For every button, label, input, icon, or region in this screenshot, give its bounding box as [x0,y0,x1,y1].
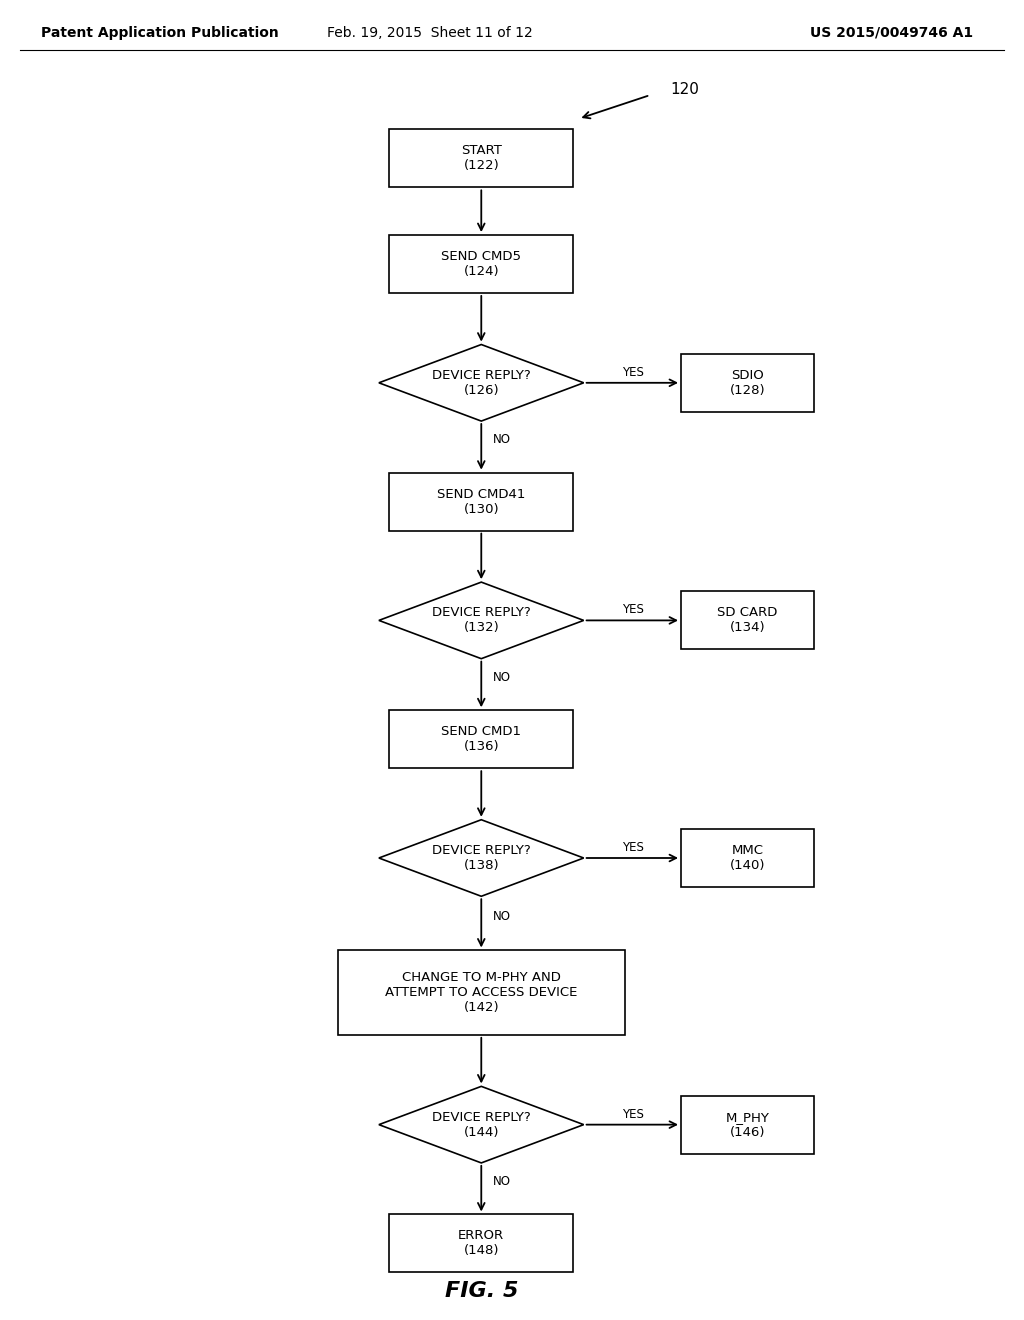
Text: SEND CMD5
(124): SEND CMD5 (124) [441,249,521,279]
Text: DEVICE REPLY?
(138): DEVICE REPLY? (138) [432,843,530,873]
Text: CHANGE TO M-PHY AND
ATTEMPT TO ACCESS DEVICE
(142): CHANGE TO M-PHY AND ATTEMPT TO ACCESS DE… [385,972,578,1014]
FancyBboxPatch shape [389,129,573,187]
Text: YES: YES [622,841,644,854]
Text: SDIO
(128): SDIO (128) [730,368,765,397]
Text: DEVICE REPLY?
(126): DEVICE REPLY? (126) [432,368,530,397]
Polygon shape [379,582,584,659]
Text: 120: 120 [671,82,699,98]
Text: SEND CMD1
(136): SEND CMD1 (136) [441,725,521,754]
Text: NO: NO [493,1175,511,1188]
Text: MMC
(140): MMC (140) [730,843,765,873]
Text: YES: YES [622,1107,644,1121]
Polygon shape [379,1086,584,1163]
FancyBboxPatch shape [681,1096,814,1154]
Polygon shape [379,820,584,896]
FancyBboxPatch shape [389,710,573,768]
Text: YES: YES [622,366,644,379]
FancyBboxPatch shape [338,950,625,1035]
FancyBboxPatch shape [681,354,814,412]
Text: Feb. 19, 2015  Sheet 11 of 12: Feb. 19, 2015 Sheet 11 of 12 [328,26,532,40]
FancyBboxPatch shape [389,473,573,531]
FancyBboxPatch shape [681,591,814,649]
Text: NO: NO [493,909,511,923]
Text: NO: NO [493,433,511,446]
Text: SEND CMD41
(130): SEND CMD41 (130) [437,487,525,516]
Text: Patent Application Publication: Patent Application Publication [41,26,279,40]
Text: START
(122): START (122) [461,144,502,173]
Text: FIG. 5: FIG. 5 [444,1280,518,1302]
Polygon shape [379,345,584,421]
FancyBboxPatch shape [389,1214,573,1272]
Text: DEVICE REPLY?
(132): DEVICE REPLY? (132) [432,606,530,635]
Text: DEVICE REPLY?
(144): DEVICE REPLY? (144) [432,1110,530,1139]
Text: ERROR
(148): ERROR (148) [458,1229,505,1258]
FancyBboxPatch shape [681,829,814,887]
Text: SD CARD
(134): SD CARD (134) [718,606,777,635]
Text: YES: YES [622,603,644,616]
Text: M_PHY
(146): M_PHY (146) [726,1110,769,1139]
Text: NO: NO [493,671,511,684]
FancyBboxPatch shape [389,235,573,293]
Text: US 2015/0049746 A1: US 2015/0049746 A1 [810,26,973,40]
